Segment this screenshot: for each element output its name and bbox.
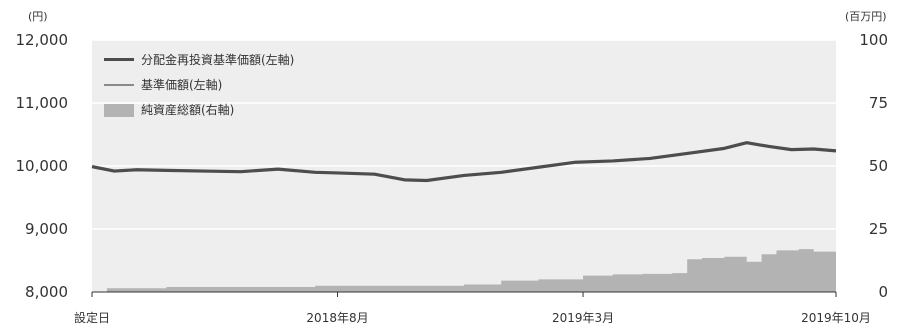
x-tick-label-0: 設定日 (74, 310, 110, 325)
legend-label-nav: 基準価額(左軸) (141, 77, 222, 92)
x-tick-label-3: 2019年10月 (801, 311, 871, 325)
legend-label-net-assets: 純資産総額(右軸) (141, 102, 234, 117)
legend-label-nav-reinvest: 分配金再投資基準価額(左軸) (141, 52, 294, 67)
y-right-tick-label-2: 50 (869, 157, 888, 175)
y-left-tick-label-0: 12,000 (16, 31, 69, 49)
y-right-tick-label-1: 75 (869, 94, 888, 112)
y-right-tick-label-0: 100 (859, 31, 888, 49)
legend-swatch-nav (104, 84, 134, 86)
series-nav-reinvest-line (91, 141, 837, 183)
y-left-tick-label-2: 10,000 (16, 157, 69, 175)
y-left-tick-label-4: 8,000 (25, 283, 68, 301)
x-tick-label-1: 2018年8月 (306, 311, 368, 325)
series-net-assets-area (92, 249, 836, 292)
legend-swatch-net-assets (104, 104, 134, 117)
y-left-tick-label-1: 11,000 (16, 94, 69, 112)
x-tick-label-2: 2019年3月 (552, 311, 614, 325)
axes: 12,000 11,000 10,000 9,000 8,000 100 75 50 25 0 設定… (16, 31, 889, 325)
legend: 分配金再投資基準価額(左軸) 基準価額(左軸) 純資産総額(右軸) (104, 52, 294, 117)
nav-lines-layer (91, 141, 837, 183)
y-right-tick-label-3: 25 (869, 220, 888, 238)
net-assets-area-layer (92, 249, 836, 292)
y-right-tick-label-4: 0 (878, 283, 888, 301)
right-axis-unit: (百万円) (845, 10, 887, 23)
grid-lines (92, 39, 836, 230)
left-axis-unit: (円) (28, 10, 48, 23)
legend-swatch-nav-reinvest (104, 58, 134, 61)
y-left-tick-label-3: 9,000 (25, 220, 68, 238)
